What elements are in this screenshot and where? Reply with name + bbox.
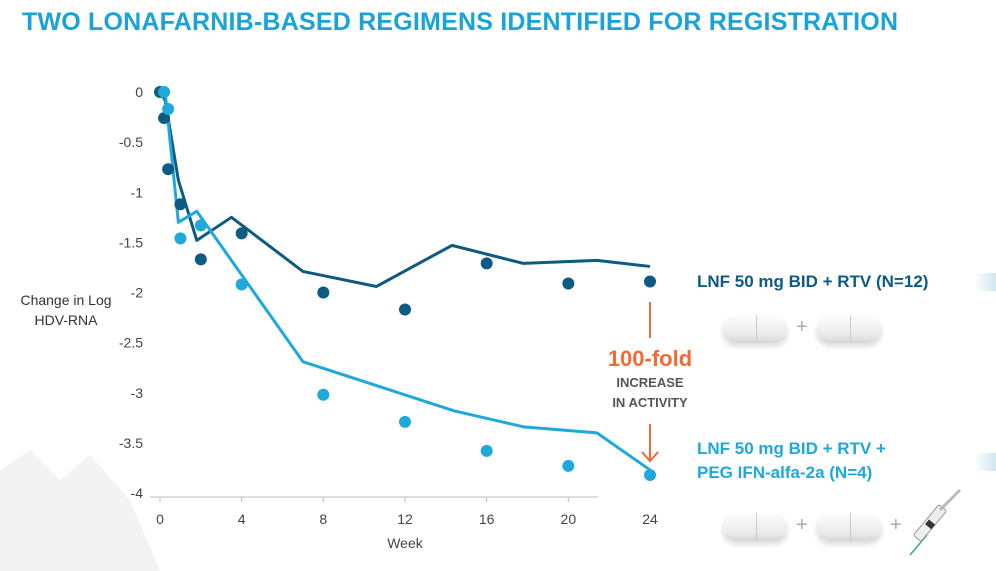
syringe-icon [909,488,962,556]
series-line-1 [158,91,651,288]
legend-series-2: LNF 50 mg BID + RTV + PEG IFN-alfa-2a (N… [697,437,886,485]
x-tick-label: 0 [156,511,164,527]
y-tick-label: -3 [131,385,144,401]
x-tick-label: 4 [238,511,246,527]
fold-text-2: IN ACTIVITY [612,395,688,410]
plus-sign: + [796,514,808,536]
data-point-series-1 [235,227,248,240]
plus-sign: + [890,514,902,536]
x-tick-label: 16 [479,511,495,527]
fold-value: 100-fold [607,346,693,371]
y-tick-label: -1.5 [119,234,143,250]
series-line-2 [163,91,651,472]
y-tick-label: -1 [131,184,144,200]
data-point-series-1 [194,253,207,266]
y-axis-label: Change in Log HDV-RNA [20,292,112,328]
y-tick-label: -3.5 [119,435,143,451]
decorative-band [974,273,996,291]
x-tick-label: 12 [397,511,413,527]
x-tick-label: 20 [561,511,577,527]
plus-sign: + [796,316,808,338]
data-point-series-2 [235,278,248,291]
data-point-series-2 [480,444,493,457]
data-point-series-1 [644,275,656,288]
capsule-icon [722,315,788,343]
data-point-series-1 [399,303,411,316]
legend-series-2-line2: PEG IFN-alfa-2a (N=4) [697,463,873,482]
data-point-series-2 [162,103,175,116]
y-tick-label: 0 [135,84,143,100]
data-point-series-2 [317,388,330,401]
data-point-series-2 [562,459,575,472]
x-tick-label: 8 [319,511,327,527]
data-point-series-1 [162,163,175,176]
legend-series-1: LNF 50 mg BID + RTV (N=12) [697,272,929,291]
arrow-down-icon [641,451,659,463]
background-mountain [0,450,160,571]
data-point-series-1 [174,198,187,211]
x-tick-label: 24 [642,511,658,527]
y-tick-label: -0.5 [119,134,143,150]
legend-series-2-line1: LNF 50 mg BID + RTV + [697,439,886,458]
data-point-series-1 [562,277,575,290]
data-point-series-2 [399,415,411,428]
y-tick-label: -2.5 [119,335,143,351]
fold-annotation: 100-fold INCREASE IN ACTIVITY [590,345,710,413]
data-point-series-2 [194,219,207,232]
data-point-series-1 [158,112,171,125]
data-point-series-2 [174,232,187,245]
fold-text-1: INCREASE [616,375,684,390]
data-point-series-1 [480,257,493,270]
slide-title: TWO LONAFARNIB-BASED REGIMENS IDENTIFIED… [22,8,899,36]
data-point-series-1 [317,286,330,299]
data-point-series-2 [158,86,171,98]
decorative-band [974,453,996,471]
capsule-icon [722,513,788,541]
tablet-icon [816,513,882,541]
data-point-series-2 [644,468,656,481]
y-tick-label: -2 [131,285,144,301]
x-axis-label: Week [387,535,424,551]
tablet-icon [816,315,882,343]
y-tick-label: -4 [131,485,144,501]
